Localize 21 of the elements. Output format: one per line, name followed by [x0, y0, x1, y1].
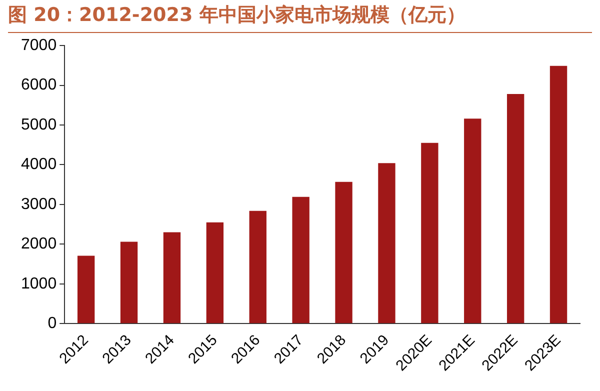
bar [421, 142, 438, 324]
y-tick-label: 5000 [21, 116, 57, 134]
bar [292, 196, 310, 324]
y-tick-label: 6000 [21, 76, 57, 94]
y-tick-label: 7000 [21, 37, 57, 54]
bar [163, 232, 181, 324]
y-tick-label: 4000 [21, 156, 57, 174]
bar [206, 222, 224, 324]
y-tick-label: 1000 [21, 275, 57, 292]
y-tick-label: 2000 [21, 236, 57, 253]
bar [77, 256, 95, 324]
bar [550, 66, 568, 324]
bar [464, 118, 482, 324]
bar [378, 163, 396, 324]
y-tick-label: 3000 [21, 196, 57, 213]
bar [506, 94, 524, 324]
bar [120, 242, 138, 324]
bar [335, 182, 352, 324]
chart-title: 图 20：2012-2023 年中国小家电市场规模（亿元） [8, 2, 592, 33]
y-tick-label: 0 [48, 315, 57, 332]
bar [249, 210, 266, 324]
